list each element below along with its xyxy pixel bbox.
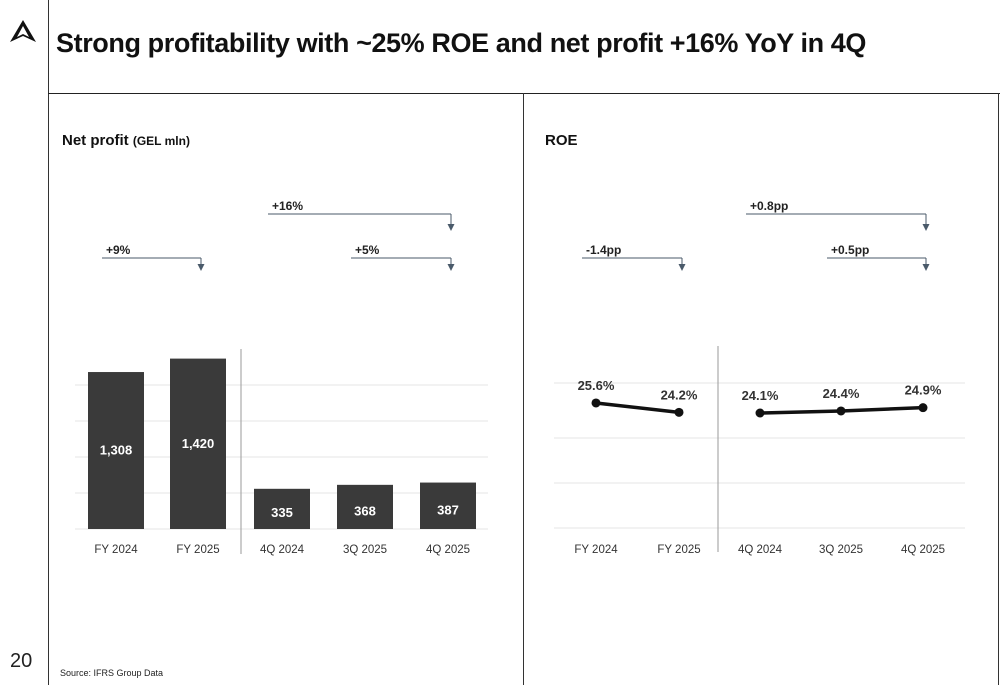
bar-category-label-4q-2025: 4Q 2025 [426,544,470,556]
roe-value-label-fy-2024: 25.6% [578,378,615,393]
net-profit-title-text: Net profit [62,132,129,149]
roe-annotation-label-0: -1.4pp [586,243,621,257]
roe-value-label-4q-2024: 24.1% [742,388,779,403]
roe-value-label-4q-2025: 24.9% [905,383,942,398]
roe-category-label-fy-2024: FY 2024 [574,544,618,556]
roe-category-label-3q-2025: 3Q 2025 [819,544,863,556]
bar-value-label-4q-2024: 335 [271,505,293,520]
roe-point-3q-2025 [836,406,846,416]
page-title: Strong profitability with ~25% ROE and n… [56,28,867,58]
bar-annotation-arrowhead-0 [197,264,205,271]
bar-4q-2024 [254,488,310,529]
bar-annotation-arrowhead-2 [447,264,455,271]
header: Strong profitability with ~25% ROE and n… [48,0,1000,94]
company-logo-icon [10,20,36,42]
sidebar: 20 [0,0,49,685]
bar-category-label-fy-2025: FY 2025 [176,544,219,556]
roe-point-4q-2024 [755,408,765,418]
roe-point-fy-2025 [674,407,684,417]
roe-title: ROE [545,132,578,149]
bar-value-label-3q-2025: 368 [354,503,376,518]
roe-line-fy [595,401,680,415]
bar-category-label-4q-2024: 4Q 2024 [260,544,305,556]
roe-value-label-fy-2025: 24.2% [661,387,698,402]
roe-point-4q-2025 [918,403,928,413]
bar-4q-2025 [420,482,476,529]
bar-fy-2024 [88,372,144,529]
panel-divider [523,93,524,685]
bar-annotation-arrowhead-1 [447,224,455,231]
bar-category-label-fy-2024: FY 2024 [94,544,138,556]
bar-annotation-label-0: +9% [106,243,131,257]
bar-value-label-fy-2024: 1,308 [100,443,133,458]
roe-annotation-label-2: +0.5pp [831,243,869,257]
net-profit-chart: 1,308 FY 2024 1,420 FY 2025 335 4Q 2024 368 3Q … [75,199,488,556]
roe-category-label-4q-2025: 4Q 2025 [901,544,945,556]
roe-value-label-3q-2025: 24.4% [823,386,860,401]
roe-annotation-arrowhead-1 [922,224,930,231]
net-profit-title: Net profit (GEL mln) [62,132,190,149]
bar-value-label-4q-2025: 387 [437,502,459,517]
roe-chart: 25.6% FY 2024 24.2% FY 2025 24.1% 4Q 2024 24.4… [554,199,965,556]
roe-annotation-arrowhead-2 [922,264,930,271]
net-profit-unit: (GEL mln) [132,134,190,148]
roe-category-label-fy-2025: FY 2025 [657,544,700,556]
bar-3q-2025 [337,484,393,529]
page-number: 20 [10,650,33,672]
bar-category-label-3q-2025: 3Q 2025 [343,544,387,556]
bar-annotation-label-2: +5% [355,243,380,257]
roe-annotation-label-1: +0.8pp [750,199,788,213]
source-note: Source: IFRS Group Data [60,668,164,678]
roe-point-fy-2024 [591,398,601,408]
bar-annotation-label-1: +16% [272,199,303,213]
right-border [998,93,999,685]
roe-category-label-4q-2024: 4Q 2024 [738,544,783,556]
roe-annotation-arrowhead-0 [678,264,686,271]
bar-fy-2025 [170,358,226,529]
bar-value-label-fy-2025: 1,420 [182,436,215,451]
